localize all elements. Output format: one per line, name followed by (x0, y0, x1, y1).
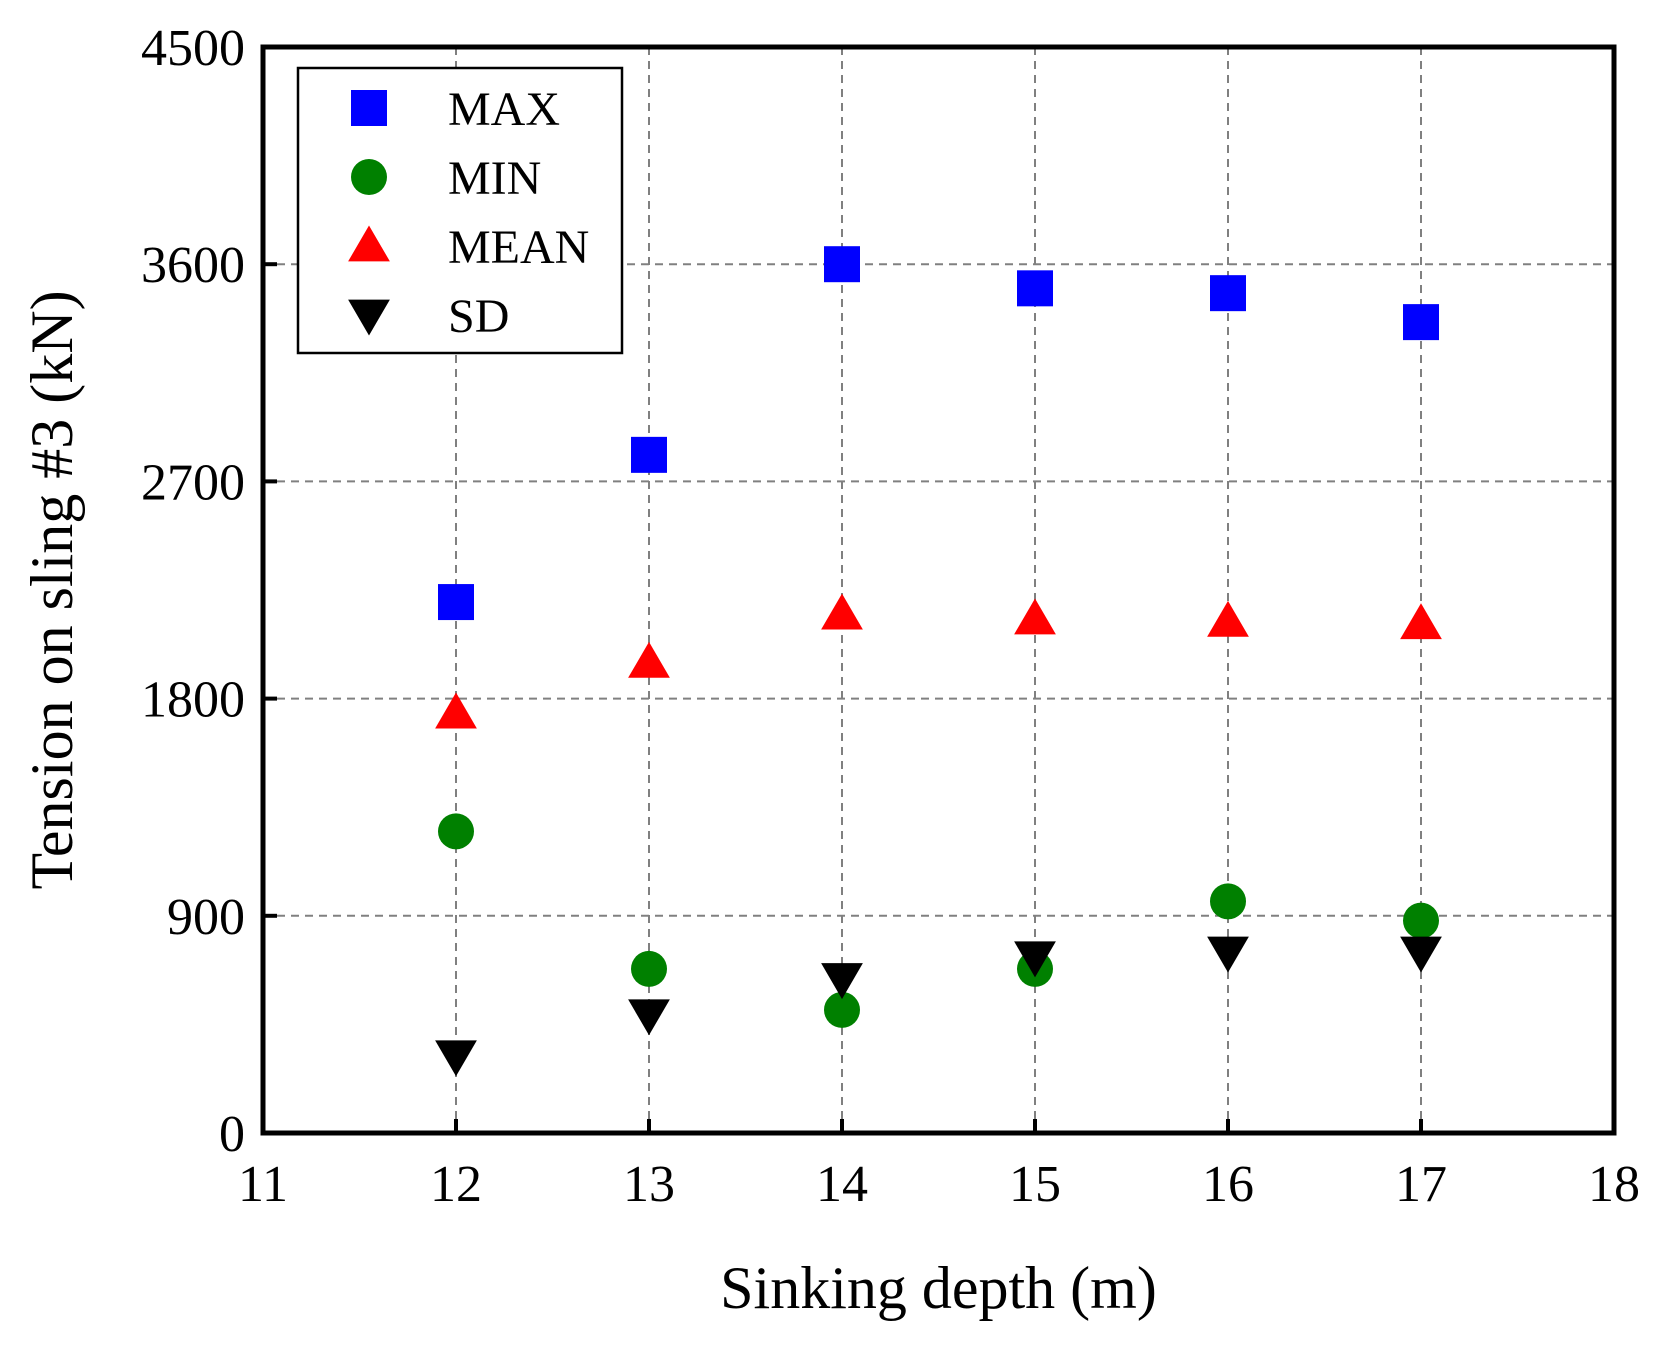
legend-marker-max (351, 90, 387, 126)
x-tick-label: 11 (238, 1156, 288, 1213)
point-mean (1400, 603, 1442, 640)
point-mean (821, 593, 863, 630)
point-sd (821, 963, 863, 1000)
y-tick-label: 0 (219, 1106, 245, 1163)
legend: MAX MIN MEAN SD (296, 66, 624, 355)
x-tick-label: 15 (1009, 1156, 1061, 1213)
legend-marker-sd (348, 299, 390, 336)
point-sd (1400, 936, 1442, 973)
legend-marker-min (351, 159, 387, 195)
x-tick-label: 14 (816, 1156, 868, 1213)
point-max (1210, 275, 1246, 312)
y-tick-label: 4500 (141, 20, 245, 77)
plot-frame (260, 44, 1617, 1136)
series-sd (435, 936, 1442, 1077)
series-mean (435, 593, 1442, 729)
point-min (824, 991, 860, 1028)
series-max (438, 246, 1439, 621)
y-axis-ticks: 0 900 1800 2700 3600 4500 (141, 20, 277, 1163)
point-min (1210, 883, 1246, 920)
point-sd (1207, 936, 1249, 973)
point-mean (1207, 600, 1249, 637)
x-axis-title: Sinking depth (m) (720, 1255, 1157, 1321)
point-sd (435, 1040, 477, 1077)
point-sd (1014, 941, 1056, 978)
y-tick-label: 900 (167, 889, 245, 946)
point-min (631, 950, 667, 987)
point-sd (628, 999, 670, 1036)
series-min (438, 813, 1439, 1028)
point-min (1403, 902, 1439, 939)
y-tick-label: 3600 (141, 237, 245, 294)
point-max (824, 246, 860, 283)
x-tick-label: 12 (430, 1156, 482, 1213)
y-axis-title: Tension on sling #3 (kN) (19, 290, 85, 889)
point-max (1017, 270, 1053, 307)
y-tick-label: 2700 (141, 454, 245, 511)
legend-label-max: MAX (448, 83, 560, 136)
x-tick-label: 13 (623, 1156, 675, 1213)
point-mean (435, 692, 477, 729)
legend-label-mean: MEAN (448, 221, 589, 274)
point-min (438, 813, 474, 850)
data-markers (435, 246, 1442, 1077)
point-max (631, 436, 667, 473)
y-tick-label: 1800 (141, 672, 245, 729)
legend-label-sd: SD (448, 290, 509, 343)
point-max (438, 584, 474, 621)
x-axis-ticks: 11 12 13 14 15 16 17 18 (238, 1119, 1640, 1213)
legend-marker-mean (348, 225, 390, 262)
point-max (1403, 304, 1439, 341)
legend-label-min: MIN (448, 152, 541, 205)
x-tick-label: 18 (1588, 1156, 1640, 1213)
x-tick-label: 17 (1395, 1156, 1447, 1213)
point-mean (628, 641, 670, 678)
point-mean (1014, 598, 1056, 635)
x-tick-label: 16 (1202, 1156, 1254, 1213)
